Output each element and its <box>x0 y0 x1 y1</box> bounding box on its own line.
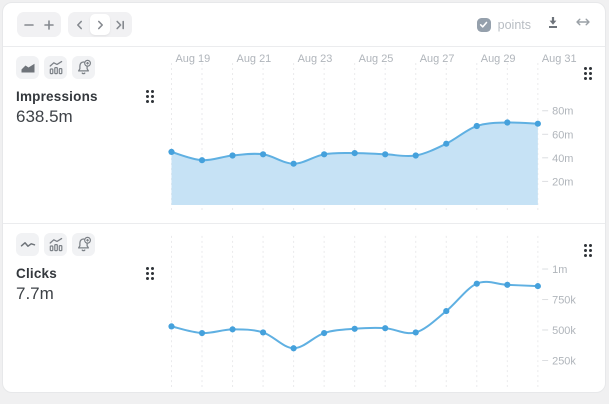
zoom-out-button[interactable] <box>19 14 39 35</box>
data-point[interactable] <box>198 329 206 337</box>
data-point[interactable] <box>412 329 419 336</box>
data-point[interactable] <box>443 308 450 315</box>
toolbar-options: points <box>476 14 591 35</box>
download-icon <box>549 17 557 28</box>
line-chart-icon <box>20 241 35 247</box>
data-point[interactable] <box>321 329 328 337</box>
data-point[interactable] <box>473 280 480 287</box>
chevron-right-icon <box>98 20 103 29</box>
dashboard-card: points Impr <box>2 2 606 393</box>
y-tick-label: 750k <box>552 295 576 307</box>
x-axis-label: Aug 29 <box>481 53 516 65</box>
add-alert-button[interactable] <box>72 233 95 256</box>
resize-horizontal-icon <box>576 18 590 26</box>
clicks-panel-header: Clicks 7.7m <box>3 224 166 392</box>
data-point[interactable] <box>321 151 328 158</box>
drag-handle[interactable] <box>146 267 154 280</box>
data-point[interactable] <box>443 140 450 147</box>
data-point[interactable] <box>351 325 358 332</box>
x-axis-label: Aug 27 <box>420 53 455 65</box>
data-point[interactable] <box>382 151 389 158</box>
data-point[interactable] <box>351 150 358 157</box>
impressions-panel-header: Impressions 638.5m <box>3 47 166 223</box>
chart-type-buttons <box>16 233 154 256</box>
panel-title: Impressions <box>16 89 98 104</box>
data-point[interactable] <box>290 160 297 167</box>
data-point[interactable] <box>534 283 541 290</box>
panel-title: Clicks <box>16 266 57 281</box>
points-toggle: points <box>476 17 531 32</box>
data-point[interactable] <box>229 326 236 333</box>
panel-total-value: 638.5m <box>16 107 73 126</box>
impressions-chart[interactable]: 20m 40m 60m 80m Aug 19 Aug 21 Aug 23 Aug 25 Aug … <box>166 47 605 223</box>
chevron-right-bar-icon <box>116 20 124 29</box>
data-point[interactable] <box>534 120 541 127</box>
x-axis-label: Aug 21 <box>237 53 272 65</box>
line-chart-type-button[interactable] <box>16 233 39 256</box>
y-tick-label: 80m <box>552 106 573 118</box>
points-checkbox[interactable] <box>476 17 491 32</box>
minus-icon <box>24 23 34 26</box>
area-chart-icon <box>21 63 34 72</box>
chart-type-buttons <box>16 56 154 79</box>
bar-chart-trend-icon <box>49 237 62 251</box>
data-point[interactable] <box>259 151 267 158</box>
add-alert-button[interactable] <box>72 56 95 79</box>
y-tick-label: 250k <box>552 355 576 367</box>
zoom-in-button[interactable] <box>39 14 59 35</box>
data-point[interactable] <box>504 119 511 126</box>
drag-handle[interactable] <box>146 90 154 103</box>
y-tick-label: 500k <box>552 325 576 337</box>
bar-chart-type-button[interactable] <box>44 233 67 256</box>
x-axis-label: Aug 25 <box>359 53 394 65</box>
download-button[interactable] <box>545 14 561 35</box>
resize-horizontal-button[interactable] <box>575 14 591 35</box>
bar-chart-trend-icon <box>49 60 62 74</box>
points-label: points <box>497 17 531 32</box>
panel-total-value: 7.7m <box>16 284 54 303</box>
skip-to-end-button[interactable] <box>110 14 130 35</box>
data-point[interactable] <box>259 329 267 336</box>
area-chart-type-button[interactable] <box>16 56 39 79</box>
area-fill <box>171 122 538 205</box>
y-tick-label: 20m <box>552 176 573 188</box>
clicks-chart[interactable]: 250k 500k 750k 1m <box>166 224 605 392</box>
x-axis-label: Aug 31 <box>542 53 577 65</box>
data-point[interactable] <box>412 152 419 159</box>
clicks-panel: Clicks 7.7m 250k 500k 750k 1m <box>3 223 605 392</box>
impressions-panel: Impressions 638.5m 20m 40m 60m 80m Aug 19 Aug… <box>3 46 605 223</box>
chart-svg: 20m 40m 60m 80m Aug 19 Aug 21 Aug 23 Aug 25 Aug … <box>168 53 577 213</box>
data-point[interactable] <box>504 281 511 288</box>
y-tick-label: 60m <box>552 129 573 141</box>
data-point[interactable] <box>473 122 480 130</box>
y-tick-label: 40m <box>552 153 573 165</box>
pan-left-button[interactable] <box>70 14 90 35</box>
data-point[interactable] <box>382 325 389 332</box>
data-point[interactable] <box>168 323 175 330</box>
bell-add-icon <box>77 236 91 252</box>
pan-right-button[interactable] <box>90 14 110 35</box>
plus-icon <box>44 19 54 30</box>
data-point[interactable] <box>168 148 175 155</box>
chart-svg: 250k 500k 750k 1m <box>168 235 576 390</box>
bar-chart-type-button[interactable] <box>44 56 67 79</box>
x-axis-label: Aug 23 <box>298 53 333 65</box>
chevron-left-icon <box>77 20 82 29</box>
toolbar-nav <box>17 12 132 37</box>
data-point[interactable] <box>198 157 206 164</box>
data-point[interactable] <box>290 345 297 352</box>
checkmark-icon <box>480 21 488 28</box>
y-tick-label: 1m <box>552 264 567 276</box>
pan-button-group <box>68 12 132 37</box>
drag-handle[interactable] <box>584 67 592 80</box>
x-axis-label: Aug 19 <box>175 53 210 65</box>
toolbar: points <box>3 3 605 46</box>
drag-handle[interactable] <box>584 244 592 257</box>
bell-add-icon <box>77 59 91 75</box>
zoom-button-group <box>17 12 61 37</box>
data-point[interactable] <box>229 152 236 159</box>
